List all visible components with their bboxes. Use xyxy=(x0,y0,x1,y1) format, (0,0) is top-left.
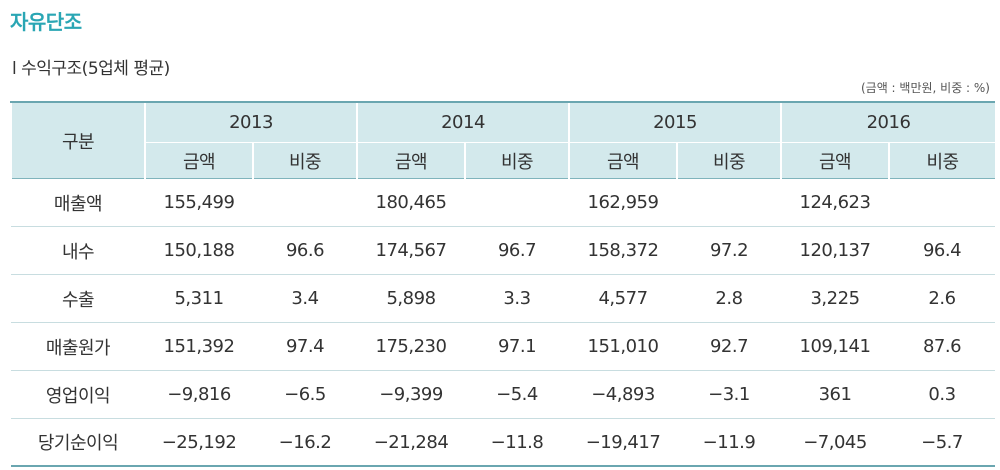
row-label: 내수 xyxy=(11,226,145,275)
share-cell: 3.4 xyxy=(253,274,357,323)
share-cell: 92.7 xyxy=(677,322,781,371)
share-cell xyxy=(253,178,357,227)
amount-cell: 150,188 xyxy=(145,226,253,275)
share-cell: −6.5 xyxy=(253,370,357,419)
amount-cell: 151,010 xyxy=(569,322,677,371)
amount-cell: 175,230 xyxy=(357,322,465,371)
share-cell: 96.7 xyxy=(465,226,569,275)
year-header-row: 구분 2013 2014 2015 2016 xyxy=(10,101,995,179)
unit-note: (금액 : 백만원, 비중 : %) xyxy=(860,81,990,95)
sub-header-row: 금액 비중 금액 비중 금액 비중 금액 비중 xyxy=(11,142,995,179)
row-label: 영업이익 xyxy=(11,370,145,419)
amount-cell: −4,893 xyxy=(569,370,677,419)
amount-cell: 3,225 xyxy=(781,274,889,323)
amount-cell: 361 xyxy=(781,370,889,419)
table-row: 영업이익 −9,816 −6.5 −9,399 −5.4 −4,893 −3.1 361 0.3 xyxy=(11,370,995,419)
amount-cell: −21,284 xyxy=(357,418,465,467)
share-cell: 97.2 xyxy=(677,226,781,275)
corner-header: 구분 xyxy=(10,101,145,179)
amount-cell: 4,577 xyxy=(569,274,677,323)
share-cell: 2.6 xyxy=(889,274,995,323)
amount-cell: 109,141 xyxy=(781,322,889,371)
amount-cell: 5,311 xyxy=(145,274,253,323)
amount-cell: 120,137 xyxy=(781,226,889,275)
share-header: 비중 xyxy=(888,142,995,179)
share-header: 비중 xyxy=(676,142,781,179)
amount-cell: −9,816 xyxy=(145,370,253,419)
amount-cell: 158,372 xyxy=(569,226,677,275)
year-header: 2014 xyxy=(356,101,569,143)
year-header: 2013 xyxy=(144,101,357,143)
share-cell: 3.3 xyxy=(465,274,569,323)
table-row: 내수 150,188 96.6 174,567 96.7 158,372 97.2 120,1… xyxy=(11,226,995,275)
page-title: 자유단조 xyxy=(10,10,82,34)
profit-structure-table: 구분 2013 2014 2015 2016 금액 비중 금액 비중 금액 비중… xyxy=(10,101,995,467)
amount-cell: −9,399 xyxy=(357,370,465,419)
share-cell xyxy=(677,178,781,227)
share-cell: 0.3 xyxy=(889,370,995,419)
share-cell: 87.6 xyxy=(889,322,995,371)
row-label: 당기순이익 xyxy=(11,418,145,467)
amount-header: 금액 xyxy=(568,142,677,179)
year-header: 2015 xyxy=(568,101,781,143)
amount-cell: 174,567 xyxy=(357,226,465,275)
amount-header: 금액 xyxy=(780,142,889,179)
share-cell: 96.4 xyxy=(889,226,995,275)
year-header: 2016 xyxy=(780,101,995,143)
table-row: 매출액 155,499 180,465 162,959 124,623 xyxy=(11,178,995,227)
amount-cell: 180,465 xyxy=(357,178,465,227)
share-header: 비중 xyxy=(252,142,357,179)
row-label: 매출액 xyxy=(11,178,145,227)
table-row: 수출 5,311 3.4 5,898 3.3 4,577 2.8 3,225 2.6 xyxy=(11,274,995,323)
amount-header: 금액 xyxy=(144,142,253,179)
amount-cell: −25,192 xyxy=(145,418,253,467)
share-cell: −16.2 xyxy=(253,418,357,467)
share-header: 비중 xyxy=(464,142,569,179)
amount-cell: 5,898 xyxy=(357,274,465,323)
share-cell: 2.8 xyxy=(677,274,781,323)
row-label: 수출 xyxy=(11,274,145,323)
table-row: 매출원가 151,392 97.4 175,230 97.1 151,010 92.7 109… xyxy=(11,322,995,371)
share-cell: 97.1 xyxy=(465,322,569,371)
share-cell: 97.4 xyxy=(253,322,357,371)
amount-header: 금액 xyxy=(356,142,465,179)
share-cell: −5.7 xyxy=(889,418,995,467)
share-cell xyxy=(889,178,995,227)
amount-cell: 124,623 xyxy=(781,178,889,227)
section-subtitle: l 수익구조(5업체 평균) xyxy=(12,59,170,79)
share-cell: 96.6 xyxy=(253,226,357,275)
table-row: 당기순이익 −25,192 −16.2 −21,284 −11.8 −19,417 −11.… xyxy=(11,418,995,467)
row-label: 매출원가 xyxy=(11,322,145,371)
amount-cell: 151,392 xyxy=(145,322,253,371)
share-cell: −3.1 xyxy=(677,370,781,419)
share-cell: −11.8 xyxy=(465,418,569,467)
amount-cell: −7,045 xyxy=(781,418,889,467)
share-cell: −11.9 xyxy=(677,418,781,467)
amount-cell: −19,417 xyxy=(569,418,677,467)
share-cell xyxy=(465,178,569,227)
share-cell: −5.4 xyxy=(465,370,569,419)
amount-cell: 155,499 xyxy=(145,178,253,227)
amount-cell: 162,959 xyxy=(569,178,677,227)
